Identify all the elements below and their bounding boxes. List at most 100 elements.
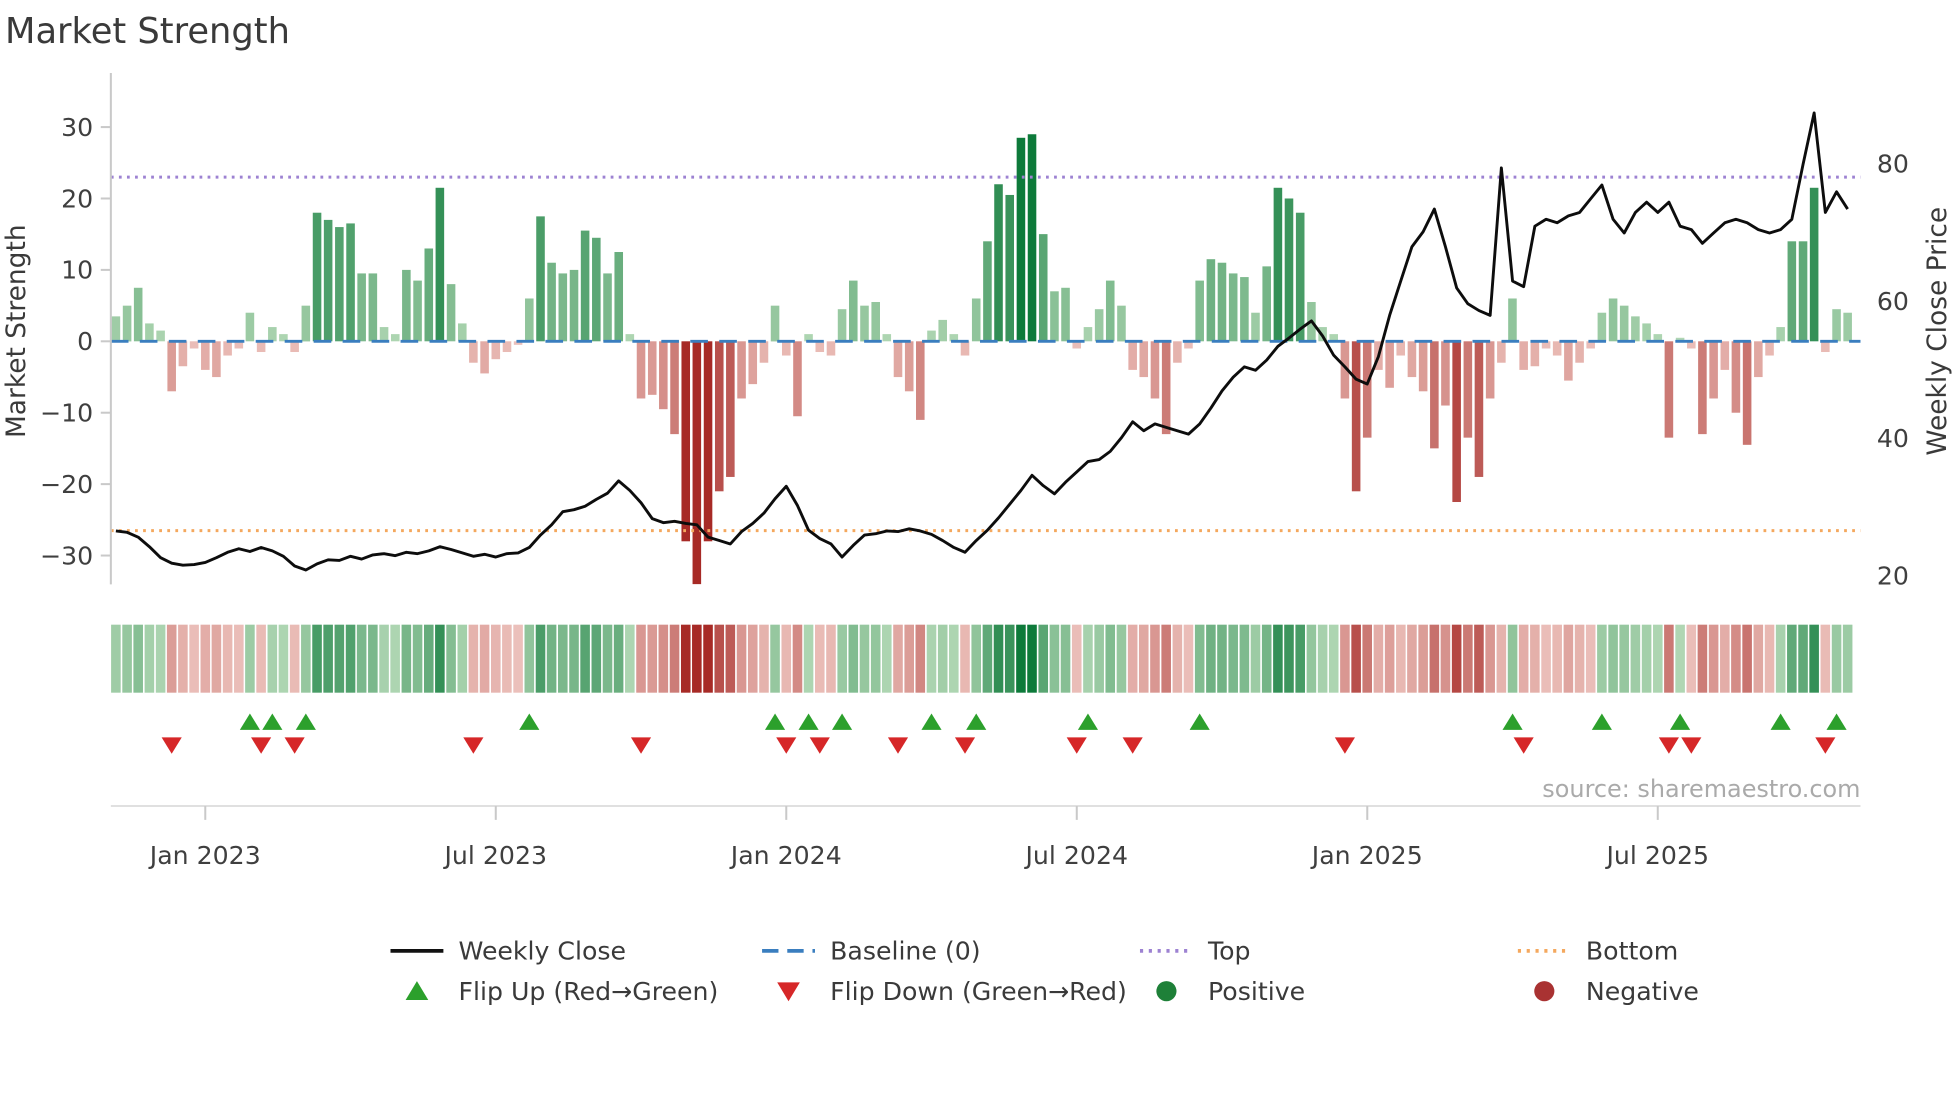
triangle-down-icon xyxy=(777,982,800,1002)
left-tick-label: −20 xyxy=(40,470,93,499)
flip-up-marker xyxy=(1770,713,1791,730)
heat-cell xyxy=(1206,624,1216,693)
heat-cell xyxy=(356,624,367,693)
strength-bar-positive xyxy=(1843,312,1852,342)
circle-icon xyxy=(1534,981,1555,1002)
strength-bar-negative xyxy=(1541,341,1551,349)
heat-cell xyxy=(1764,624,1775,693)
strength-bar-negative xyxy=(1765,341,1774,356)
heat-cell xyxy=(1530,624,1540,693)
heat-cell xyxy=(770,624,780,693)
flip-up-marker xyxy=(1189,713,1210,730)
x-tick-label: Jul 2023 xyxy=(443,841,548,870)
heat-cell xyxy=(949,624,959,693)
x-tick-label: Jan 2023 xyxy=(148,841,261,870)
heat-cell xyxy=(1485,624,1495,693)
legend-label: Weekly Close xyxy=(459,937,627,966)
strength-bar-negative xyxy=(234,341,244,349)
flip-up-marker xyxy=(1591,713,1612,730)
strength-bars xyxy=(111,134,1852,585)
heat-cell xyxy=(1630,624,1641,693)
strength-bar-positive xyxy=(1206,259,1216,342)
strength-bar-positive xyxy=(1240,277,1249,342)
flip-down-marker xyxy=(776,737,797,754)
circle-icon xyxy=(1156,981,1177,1002)
x-tick-label: Jan 2025 xyxy=(1310,841,1423,870)
strength-bar-positive xyxy=(1787,241,1797,342)
heat-cell xyxy=(111,624,121,693)
heat-cell xyxy=(1429,624,1440,693)
heat-cell xyxy=(1161,624,1171,693)
strength-bar-negative xyxy=(815,341,825,353)
heat-cell xyxy=(1362,624,1372,693)
heat-cell xyxy=(1016,624,1026,693)
flip-down-marker xyxy=(1513,737,1534,754)
strength-bar-negative xyxy=(1552,341,1562,356)
strength-bar-negative xyxy=(469,341,478,363)
heat-cell xyxy=(1060,624,1071,693)
strength-bar-positive xyxy=(1597,312,1607,342)
chart-generated-layer: 30 20 10 0 −10 −20 −30 80 60 40 20 Jan 2023 Jul 2023… xyxy=(40,73,1909,1006)
flip-up-marker xyxy=(1826,713,1847,730)
heat-cell xyxy=(859,624,870,693)
strength-bar-positive xyxy=(1061,287,1070,342)
heat-cell xyxy=(1083,624,1093,693)
strength-bar-positive xyxy=(1284,198,1294,342)
heat-cell xyxy=(736,624,747,693)
strength-bar-negative xyxy=(212,341,221,378)
heat-cell xyxy=(1831,624,1842,693)
flip-up-marker xyxy=(1077,713,1099,730)
strength-bar-positive xyxy=(156,330,165,342)
heat-cell xyxy=(1507,624,1518,693)
heat-cell xyxy=(1094,624,1104,693)
heat-cell xyxy=(312,624,322,693)
strength-bar-positive xyxy=(536,216,545,342)
heat-cell xyxy=(904,624,914,693)
strength-bar-positive xyxy=(1653,334,1663,342)
heat-cell xyxy=(368,624,378,693)
legend-item-bottom: Bottom xyxy=(1517,937,1678,966)
heat-cell xyxy=(1049,624,1060,693)
strength-bar-negative xyxy=(1519,341,1528,370)
heat-cell xyxy=(1597,624,1607,693)
strength-bar-positive xyxy=(1295,212,1305,342)
heat-cell xyxy=(1518,624,1529,693)
flip-up-marker xyxy=(798,713,819,730)
heat-cell xyxy=(1675,624,1685,693)
strength-bar-negative xyxy=(290,341,299,353)
heat-cell xyxy=(1239,624,1250,693)
strength-bar-negative xyxy=(1362,341,1372,438)
heat-cell xyxy=(915,624,926,693)
legend-label: Positive xyxy=(1208,977,1305,1006)
heat-cell xyxy=(993,624,1004,693)
strength-bar-positive xyxy=(569,269,579,342)
heat-cell xyxy=(1641,624,1652,693)
legend-item-flip-down-green-red: Flip Down (Green→Red) xyxy=(777,977,1127,1006)
right-axis-title: Weekly Close Price xyxy=(1922,207,1953,456)
strength-bar-negative xyxy=(1709,341,1718,399)
heat-cell xyxy=(1552,624,1562,693)
strength-bar-positive xyxy=(1027,134,1037,342)
strength-bar-negative xyxy=(1575,341,1584,363)
right-tick-label: 80 xyxy=(1877,150,1909,179)
heat-cell xyxy=(982,624,993,693)
flip-down-marker xyxy=(954,737,976,754)
strength-bar-negative xyxy=(502,341,512,353)
strength-bar-positive xyxy=(1329,334,1338,342)
heat-cell xyxy=(379,624,389,693)
strength-bar-positive xyxy=(402,269,411,342)
heat-cell xyxy=(200,624,211,693)
strength-bar-negative xyxy=(1452,341,1461,503)
strength-bar-positive xyxy=(245,312,255,342)
legend-label: Baseline (0) xyxy=(830,937,980,966)
strength-bar-negative xyxy=(1430,341,1439,449)
strength-bar-negative xyxy=(1698,341,1707,435)
heat-cell xyxy=(1798,624,1808,693)
strength-bar-positive xyxy=(1809,187,1819,342)
heat-cell xyxy=(1407,624,1417,693)
strength-bar-negative xyxy=(726,341,735,477)
strength-bar-negative xyxy=(513,341,523,345)
strength-bar-negative xyxy=(1564,341,1573,381)
heat-cell xyxy=(569,624,579,693)
strength-bar-positive xyxy=(1105,280,1115,342)
